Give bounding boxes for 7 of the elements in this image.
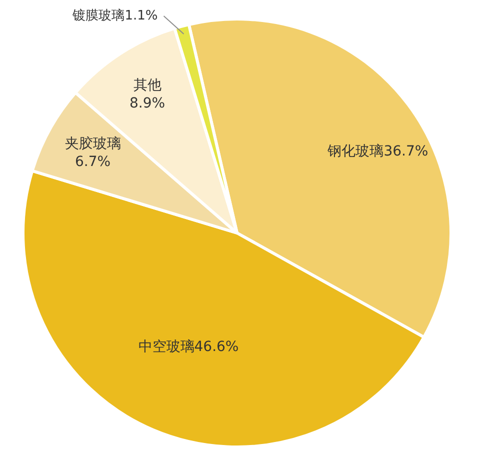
slice-label: 中空玻璃46.6% — [138, 339, 239, 356]
data-label: 6.7% — [75, 154, 111, 170]
slice-label: 镀膜玻璃1.1% — [72, 8, 158, 24]
data-label: 8.9% — [130, 96, 166, 112]
slice-label: 钢化玻璃36.7% — [326, 144, 428, 160]
slice-label: 夹胶玻璃 — [64, 136, 121, 152]
slice-label: 其他 — [133, 78, 162, 94]
